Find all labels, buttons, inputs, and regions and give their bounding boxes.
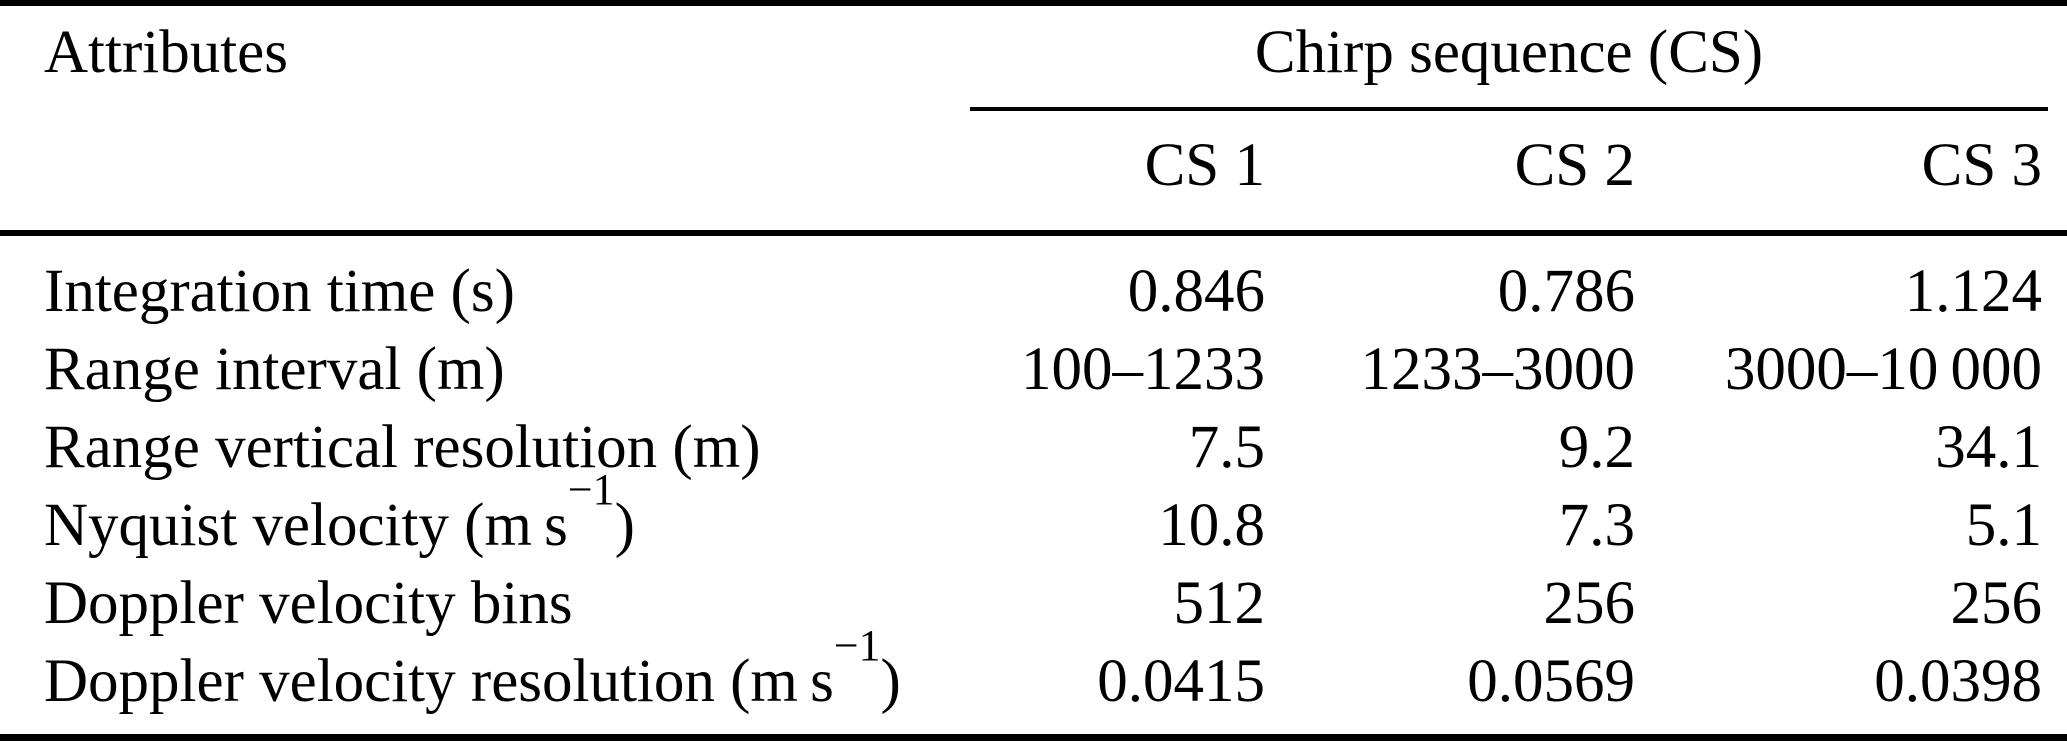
attribute-label-end: ) (880, 648, 901, 715)
value-cell-cs2: 256 (1543, 570, 1636, 637)
column-header-cs2: CS 2 (1270, 111, 1640, 236)
value-cell-cs3: 3000–10 000 (1724, 336, 2043, 403)
value-cell-cs2: 9.2 (1558, 414, 1635, 481)
table-row-integration-time: Integration time (s) 0.846 0.786 1.124 (0, 236, 2067, 331)
value-cell-cs2: 1233–3000 (1360, 336, 1636, 403)
cs-subheader-row: CS 1 CS 2 CS 3 (0, 111, 2067, 236)
attribute-label-text: Range interval (m) (44, 336, 505, 403)
attributes-column-header: Attributes (0, 6, 970, 236)
value-cell-cs2: 7.3 (1558, 492, 1635, 559)
attribute-label: Doppler velocity resolution (m s−1) (0, 623, 970, 734)
attribute-label: Range interval (m) (0, 331, 970, 409)
attribute-label: Integration time (s) (0, 236, 970, 331)
value-cell-cs1: 7.5 (1188, 414, 1265, 481)
table-row-doppler-velocity-bins: Doppler velocity bins 512 256 256 (0, 565, 2067, 643)
attribute-label: Doppler velocity bins (0, 565, 970, 643)
chirp-sequence-group-header: Chirp sequence (CS) (970, 6, 2049, 111)
value-cell-cs1: 10.8 (1158, 492, 1265, 559)
column-header-cs1: CS 1 (970, 111, 1270, 236)
value-cell-cs1: 512 (1173, 570, 1266, 637)
attribute-label-text: Doppler velocity resolution (m s (44, 648, 834, 715)
value-cell-cs3: 34.1 (1935, 414, 2043, 481)
table-row-nyquist-velocity: Nyquist velocity (m s−1) 10.8 7.3 5.1 (0, 467, 2067, 565)
attribute-label-text: Doppler velocity bins (44, 570, 573, 637)
attribute-label-text: Integration time (s) (44, 258, 515, 325)
value-cell-cs3: 5.1 (1965, 492, 2043, 559)
value-cell-cs3: 0.0398 (1874, 648, 2043, 715)
value-cell-cs1: 0.846 (1127, 258, 1265, 325)
group-header-row: Attributes Chirp sequence (CS) (0, 6, 2067, 236)
attribute-label-end: ) (614, 492, 635, 559)
table-row-range-interval: Range interval (m) 100–1233 1233–3000 30… (0, 331, 2067, 409)
value-cell-cs3: 1.124 (1904, 258, 2043, 325)
value-cell-cs2: 0.0569 (1467, 648, 1635, 715)
value-cell-cs1: 0.0415 (1097, 648, 1265, 715)
chirp-sequence-group-header-cell: Chirp sequence (CS) (970, 6, 2067, 111)
value-cell-cs3: 256 (1950, 570, 2043, 637)
unit-superscript: −1 (567, 464, 615, 514)
attribute-label-text: Range vertical resolution (m) (44, 414, 761, 481)
attribute-label: Nyquist velocity (m s−1) (0, 467, 970, 565)
table-row-doppler-velocity-resolution: Doppler velocity resolution (m s−1) 0.04… (0, 623, 2067, 734)
value-cell-cs2: 0.786 (1497, 258, 1635, 325)
attribute-label-text: Nyquist velocity (m s (44, 492, 568, 559)
column-header-cs3: CS 3 (1640, 111, 2067, 236)
value-cell-cs1: 100–1233 (1021, 336, 1265, 403)
unit-superscript: −1 (833, 620, 881, 670)
table-row-range-vertical-resolution: Range vertical resolution (m) 7.5 9.2 34… (0, 409, 2067, 487)
attribute-label: Range vertical resolution (m) (0, 409, 970, 487)
